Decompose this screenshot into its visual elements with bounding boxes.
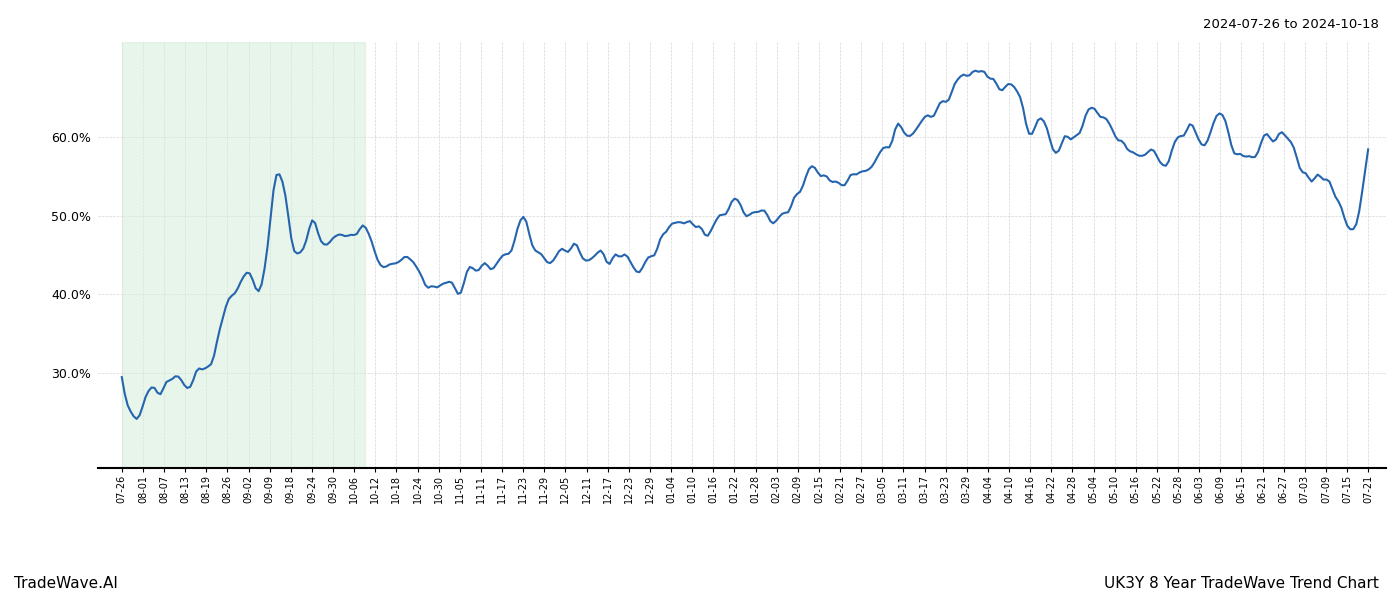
Text: UK3Y 8 Year TradeWave Trend Chart: UK3Y 8 Year TradeWave Trend Chart (1105, 576, 1379, 591)
Text: 2024-07-26 to 2024-10-18: 2024-07-26 to 2024-10-18 (1203, 18, 1379, 31)
Text: TradeWave.AI: TradeWave.AI (14, 576, 118, 591)
Bar (122, 42, 365, 468)
